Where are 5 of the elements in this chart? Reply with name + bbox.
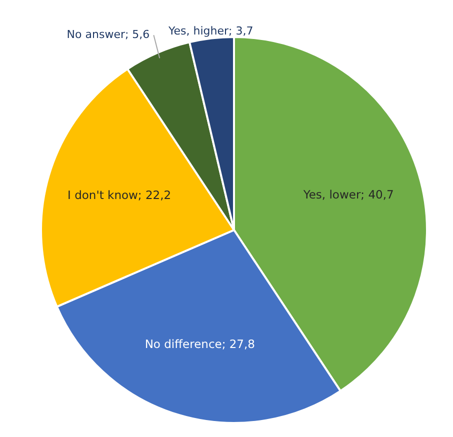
slice-label: I don't know; 22,2 <box>68 188 172 202</box>
slice-label: No difference; 27,8 <box>144 336 255 351</box>
slice-label: No answer; 5,6 <box>66 28 150 42</box>
slice-label: Yes, lower; 40,7 <box>302 188 394 202</box>
slice-label: Yes, higher; 3,7 <box>167 24 254 38</box>
